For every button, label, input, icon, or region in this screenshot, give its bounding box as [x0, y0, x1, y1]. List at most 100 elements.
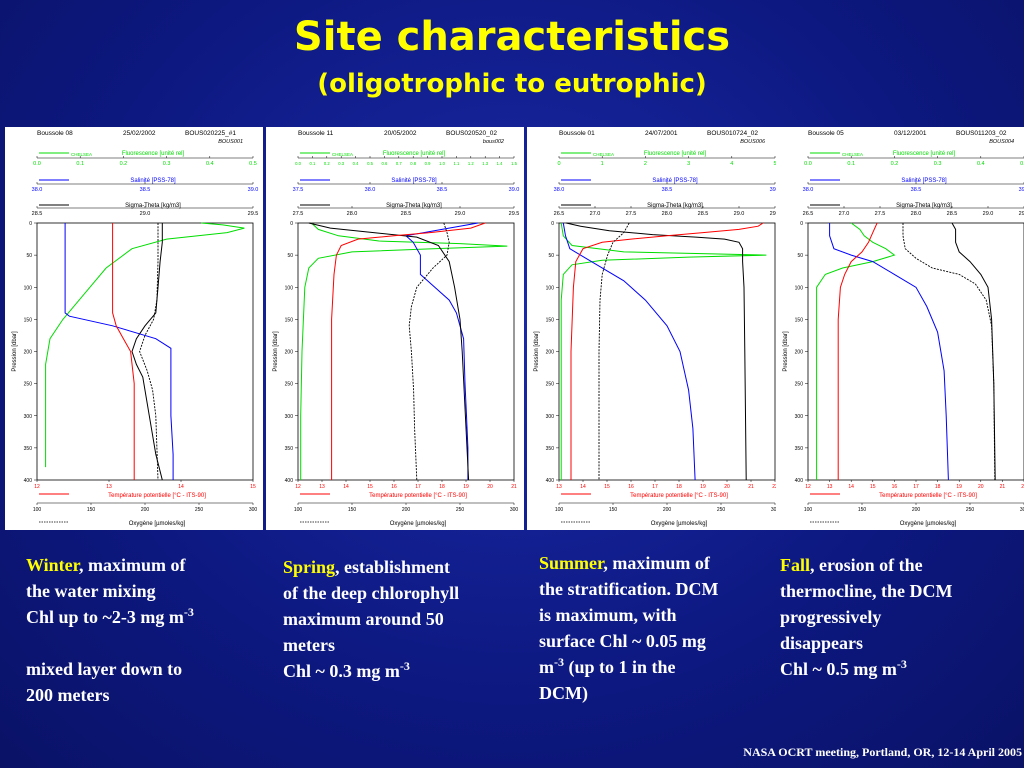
- tick-label: 16: [628, 484, 634, 490]
- tick-label: 20: [487, 484, 493, 490]
- y-tick-label: 400: [546, 478, 555, 484]
- tick-label: 27.0: [590, 211, 601, 217]
- series-temp-rature: [112, 223, 135, 480]
- tick-label: 0.2: [891, 161, 899, 167]
- tick-label: 16: [892, 484, 898, 490]
- tick-label: 27.5: [626, 211, 637, 217]
- y-tick-label: 350: [24, 446, 33, 452]
- tick-label: 300: [1020, 507, 1024, 513]
- tick-label: 18: [439, 484, 445, 490]
- tick-label: 28.0: [347, 211, 358, 217]
- y-tick-label: 400: [795, 478, 804, 484]
- tick-label: 0.1: [847, 161, 855, 167]
- tick-label: 150: [87, 507, 96, 513]
- tick-label: 3: [687, 161, 690, 167]
- y-tick-label: 0: [800, 221, 803, 227]
- profile-panel-fall: Boussole 05 03/12/2001 BOUS011203_02 BOUS00…: [776, 127, 1024, 530]
- y-tick-label: 300: [795, 414, 804, 420]
- tick-label: 1.4: [497, 161, 503, 166]
- y-tick-label: 400: [285, 478, 294, 484]
- header-cruise: Boussole 01: [559, 130, 595, 137]
- tick-label: 28.0: [662, 211, 673, 217]
- y-axis-label: Pression [dbar]: [12, 331, 18, 372]
- profile-panel-spring: Boussole 11 20/05/2002 BOUS020520_02 bous00…: [266, 127, 524, 530]
- tick-label: 100: [294, 507, 303, 513]
- y-tick-label: 50: [797, 253, 803, 259]
- header-date: 24/07/2001: [645, 130, 678, 137]
- y-tick-label: 0: [290, 221, 293, 227]
- tick-label: 29.0: [734, 211, 745, 217]
- tick-label: 0.4: [206, 161, 214, 167]
- header-date: 03/12/2001: [894, 130, 927, 137]
- axis-title: Oxygène [µmoles/kg]: [651, 521, 708, 527]
- tick-label: 0.7: [396, 161, 402, 166]
- tick-label: 15: [604, 484, 610, 490]
- legend-label: CHELSEA: [71, 152, 92, 157]
- header-date: 25/02/2002: [123, 130, 156, 137]
- tick-label: 28.0: [911, 211, 922, 217]
- y-axis-label: Pression [dbar]: [534, 331, 540, 372]
- tick-label: 200: [141, 507, 150, 513]
- tick-label: 100: [804, 507, 813, 513]
- tick-label: 28.5: [698, 211, 709, 217]
- tick-label: 12: [34, 484, 40, 490]
- tick-label: 29.0: [455, 211, 466, 217]
- series-fluorescence: [45, 222, 245, 468]
- y-tick-label: 150: [795, 317, 804, 323]
- y-tick-label: 300: [285, 414, 294, 420]
- series-sigma-theta: [308, 222, 470, 481]
- season-label: Winter: [26, 555, 80, 575]
- tick-label: 19: [956, 484, 962, 490]
- tick-label: 250: [195, 507, 204, 513]
- header-cruise: Boussole 11: [298, 130, 334, 137]
- tick-label: 200: [402, 507, 411, 513]
- tick-label: 38.5: [140, 187, 151, 193]
- tick-label: 0.5: [367, 161, 373, 166]
- y-tick-label: 100: [546, 285, 555, 291]
- tick-label: 38.0: [365, 187, 376, 193]
- tick-label: 17: [415, 484, 421, 490]
- plot-frame: [807, 222, 1024, 481]
- header-cruise: Boussole 08: [37, 130, 73, 137]
- header-date: 20/05/2002: [384, 130, 417, 137]
- y-tick-label: 100: [285, 285, 294, 291]
- y-tick-label: 250: [285, 382, 294, 388]
- tick-label: 37.5: [293, 187, 304, 193]
- tick-label: 0.1: [309, 161, 315, 166]
- tick-label: 19: [463, 484, 469, 490]
- header-cruise: Boussole 05: [808, 130, 844, 137]
- tick-label: 27.5: [875, 211, 886, 217]
- y-tick-label: 250: [795, 382, 804, 388]
- axis-title: Température potentielle [°C - ITS-90]: [369, 493, 467, 499]
- y-tick-label: 250: [546, 382, 555, 388]
- tick-label: 0.0: [295, 161, 301, 166]
- tick-label: 0.5: [249, 161, 257, 167]
- tick-label: 5: [773, 161, 776, 167]
- y-tick-label: 0: [551, 221, 554, 227]
- tick-label: 18: [676, 484, 682, 490]
- series-fluorescence: [816, 222, 896, 480]
- profile-panel-winter: Boussole 08 25/02/2002 BOUS020225_#1 BOUS00…: [5, 127, 263, 530]
- series-oxyg-ne: [902, 223, 996, 481]
- caption-spring: Spring, establishment of the deep chloro…: [283, 557, 460, 681]
- axis-title: Oxygène [µmoles/kg]: [390, 521, 447, 527]
- tick-label: 14: [178, 484, 184, 490]
- y-tick-label: 100: [24, 285, 33, 291]
- series-salinit-: [404, 222, 479, 480]
- tick-label: 27.0: [839, 211, 850, 217]
- season-label: Fall: [780, 555, 810, 575]
- tick-label: 0.4: [353, 161, 359, 166]
- header-cast: BOUS020225_#1: [185, 130, 236, 137]
- header-station: BOUS001: [218, 139, 243, 145]
- tick-label: 300: [771, 507, 780, 513]
- axis-title: Sigma-Theta [kg/m3]: [896, 203, 952, 209]
- series-fluorescence: [560, 222, 767, 480]
- footer-credit: NASA OCRT meeting, Portland, OR, 12-14 A…: [743, 745, 1022, 759]
- tick-label: 0: [557, 161, 560, 167]
- tick-label: 0.8: [410, 161, 416, 166]
- axis-title: Température potentielle [°C - ITS-90]: [630, 493, 728, 499]
- tick-label: 1.3: [482, 161, 488, 166]
- tick-label: 28.5: [32, 211, 43, 217]
- axis-title: Oxygène [µmoles/kg]: [129, 521, 186, 527]
- plot-frame: [297, 222, 515, 481]
